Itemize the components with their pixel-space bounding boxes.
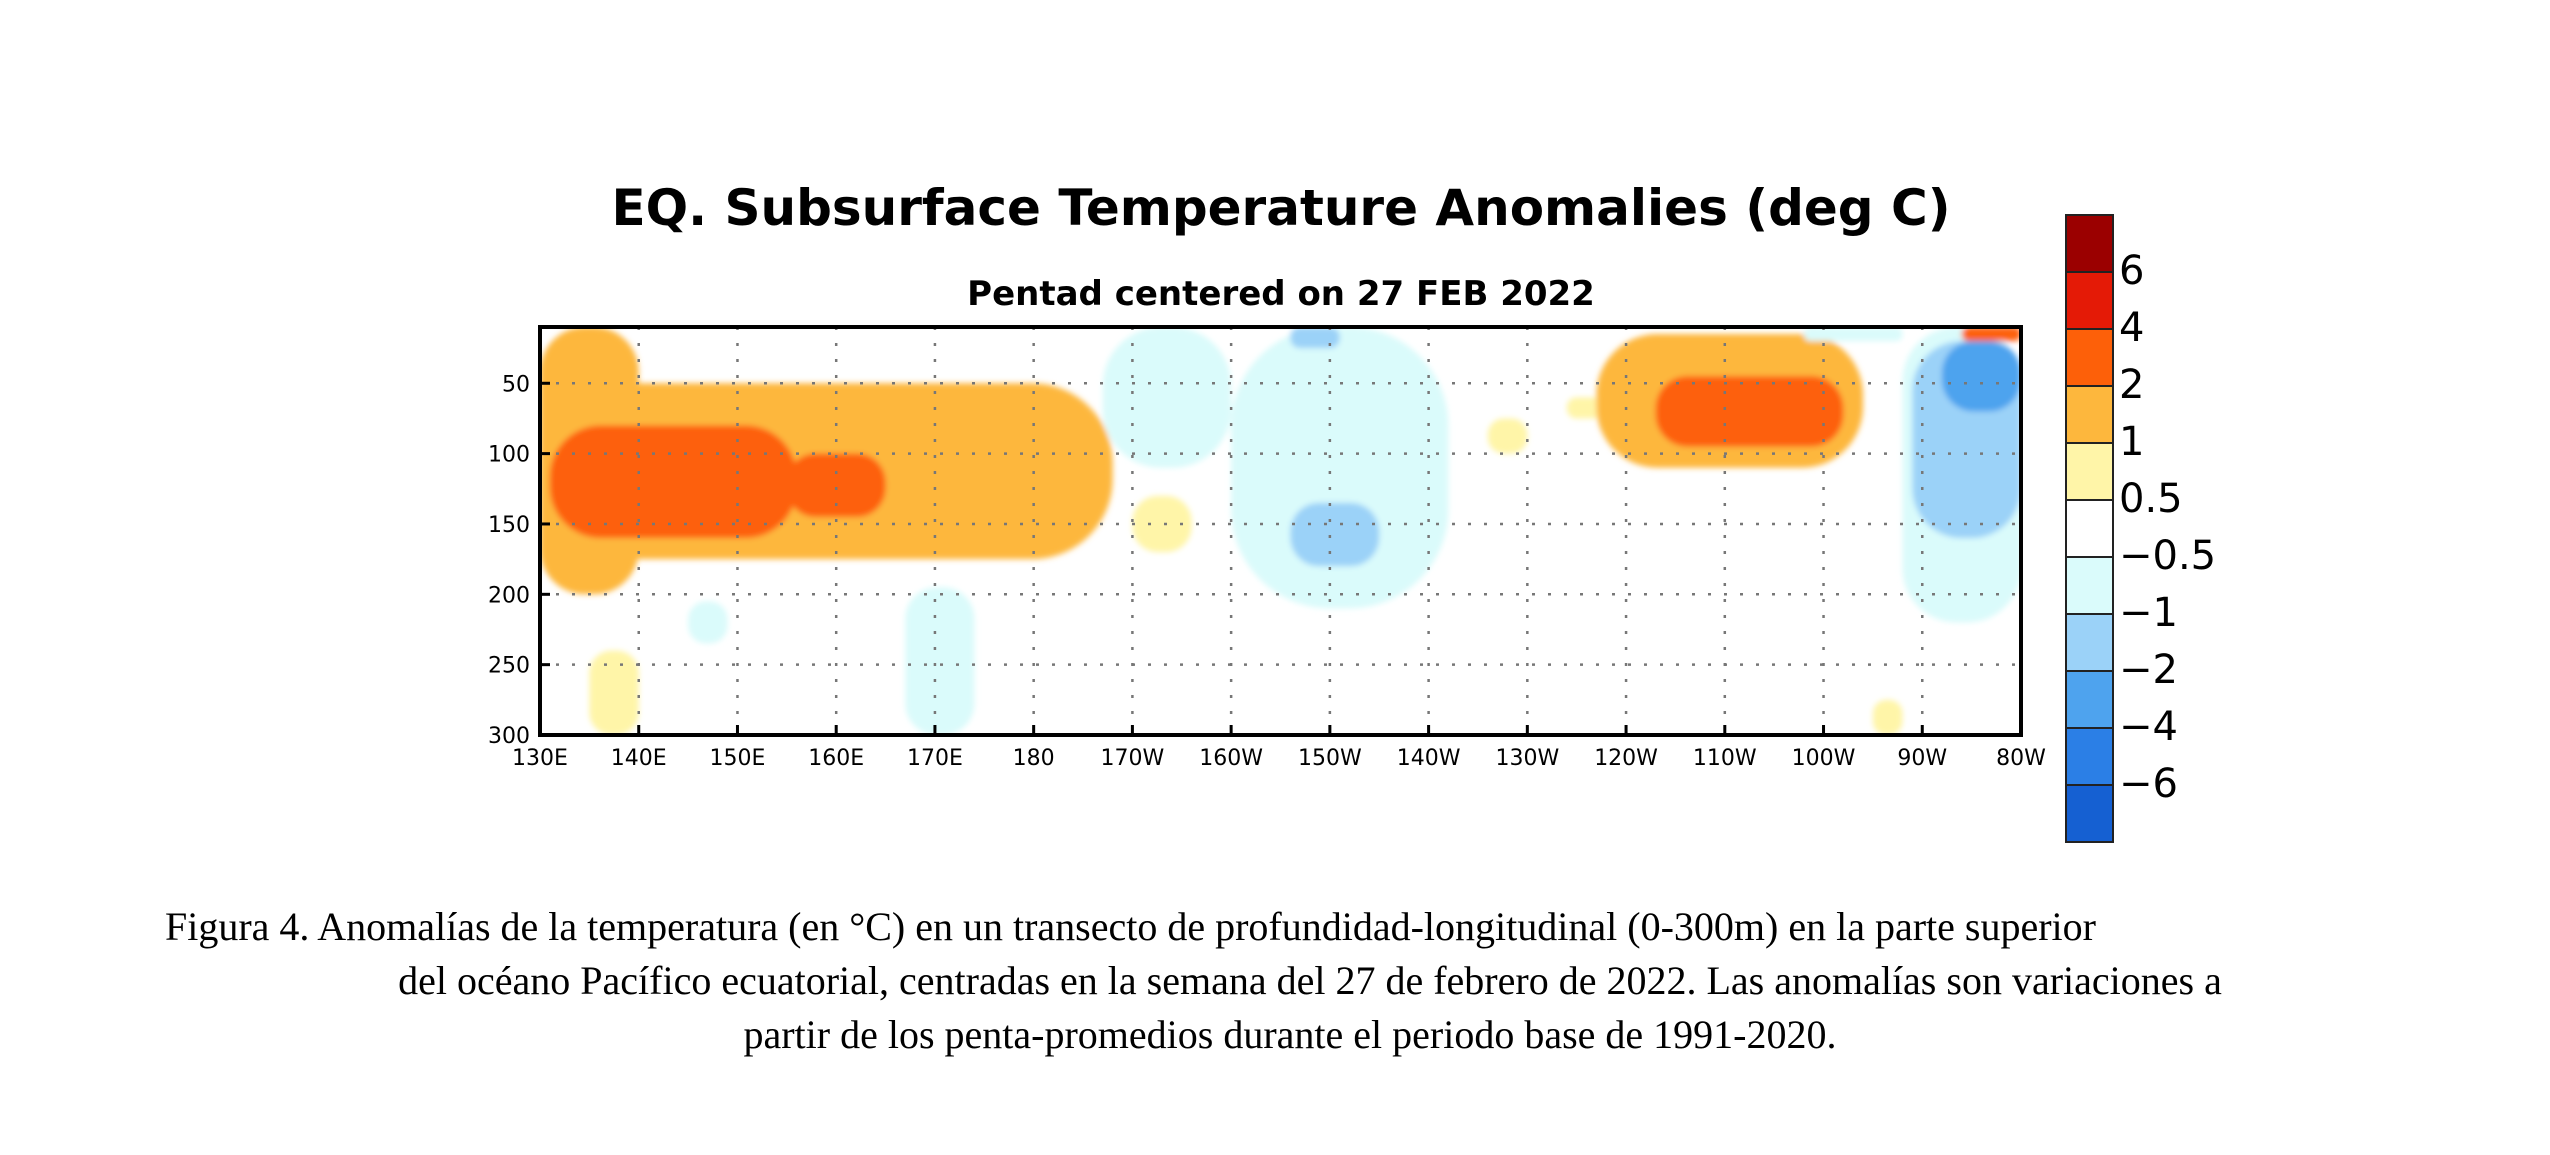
colorbar-label: −1 xyxy=(2119,590,2178,636)
x-tick-label: 120W xyxy=(1594,746,1658,771)
colorbar-bin xyxy=(2065,556,2114,615)
colorbar-label: −4 xyxy=(2119,704,2178,750)
y-tick-label: 100 xyxy=(488,443,530,468)
y-tick-label: 250 xyxy=(488,654,530,679)
y-tick-label: 200 xyxy=(488,583,530,608)
x-tick-label: 140W xyxy=(1397,746,1461,771)
colorbar-bin xyxy=(2065,670,2114,729)
anomaly-region xyxy=(1102,327,1232,468)
anomaly-region xyxy=(1132,495,1192,553)
chart-title: EQ. Subsurface Temperature Anomalies (de… xyxy=(611,179,1950,237)
x-tick-label: 160E xyxy=(808,746,864,771)
anomaly-region xyxy=(1487,418,1528,454)
grid-lines xyxy=(540,327,2021,735)
colorbar-label: −2 xyxy=(2119,647,2178,693)
x-tick-label: 130E xyxy=(512,746,568,771)
colorbar-bin xyxy=(2065,385,2114,444)
anomaly-region xyxy=(1290,327,1340,349)
anomaly-region xyxy=(589,650,639,735)
x-tick-label: 170W xyxy=(1101,746,1165,771)
anomaly-region xyxy=(549,425,797,539)
anomaly-region xyxy=(786,453,886,517)
colorbar-bin xyxy=(2065,499,2114,558)
colorbar-bin xyxy=(2065,328,2114,387)
anomaly-region xyxy=(1655,376,1844,447)
caption-line-3: partir de los penta-promedios durante el… xyxy=(743,1012,1837,1057)
anomaly-region xyxy=(1942,341,2021,412)
anomaly-region xyxy=(1961,327,2021,342)
x-tick-label: 180 xyxy=(1013,746,1055,771)
anomaly-regions xyxy=(540,327,2021,735)
x-tick-label: 140E xyxy=(611,746,667,771)
chart-subtitle: Pentad centered on 27 FEB 2022 xyxy=(967,274,1595,314)
y-tick-label: 150 xyxy=(488,513,530,538)
colorbar-bin xyxy=(2065,727,2114,786)
caption-line-2: del océano Pacífico ecuatorial, centrada… xyxy=(398,958,2222,1003)
colorbar-bin xyxy=(2065,214,2114,273)
figure-caption: Figura 4. Anomalías de la temperatura (e… xyxy=(165,900,2415,1062)
x-tick-label: 150E xyxy=(710,746,766,771)
x-tick-label: 130W xyxy=(1495,746,1559,771)
caption-line-1: Figura 4. Anomalías de la temperatura (e… xyxy=(165,904,2096,949)
x-tick-label: 150W xyxy=(1298,746,1362,771)
x-axis: 130E 140E 150E 160E 170E 180 170W 160W 150W 140W 1… xyxy=(512,725,2046,771)
x-tick-label: 100W xyxy=(1792,746,1856,771)
anomaly-region xyxy=(1290,502,1380,567)
anomaly-region xyxy=(1803,327,1903,342)
colorbar-label: 0.5 xyxy=(2119,476,2183,522)
colorbar-bin xyxy=(2065,613,2114,672)
x-tick-label: 110W xyxy=(1693,746,1757,771)
y-axis: 50 100 150 200 250 300 xyxy=(488,372,550,749)
x-tick-label: 160W xyxy=(1199,746,1263,771)
colorbar: 6 4 2 1 0.5 −0.5 −1 −2 −4 −6 xyxy=(2065,214,2216,843)
x-tick-label: 80W xyxy=(1996,746,2046,771)
colorbar-label: 2 xyxy=(2119,362,2144,408)
anomaly-region xyxy=(1872,699,1903,735)
colorbar-bin xyxy=(2065,271,2114,330)
anomaly-region xyxy=(688,601,728,644)
colorbar-bin xyxy=(2065,784,2114,843)
plot-frame xyxy=(538,325,2023,737)
y-tick-label: 300 xyxy=(488,724,530,749)
colorbar-label: −0.5 xyxy=(2119,533,2216,579)
x-tick-label: 170E xyxy=(907,746,963,771)
colorbar-bin xyxy=(2065,442,2114,501)
colorbar-label: 6 xyxy=(2119,248,2144,294)
anomaly-region xyxy=(905,587,975,735)
colorbar-label: 1 xyxy=(2119,419,2144,465)
anomaly-region xyxy=(1231,327,1449,609)
y-tick-label: 50 xyxy=(502,372,530,397)
x-tick-label: 90W xyxy=(1897,746,1947,771)
colorbar-label: 4 xyxy=(2119,305,2144,351)
colorbar-label: −6 xyxy=(2119,761,2178,807)
